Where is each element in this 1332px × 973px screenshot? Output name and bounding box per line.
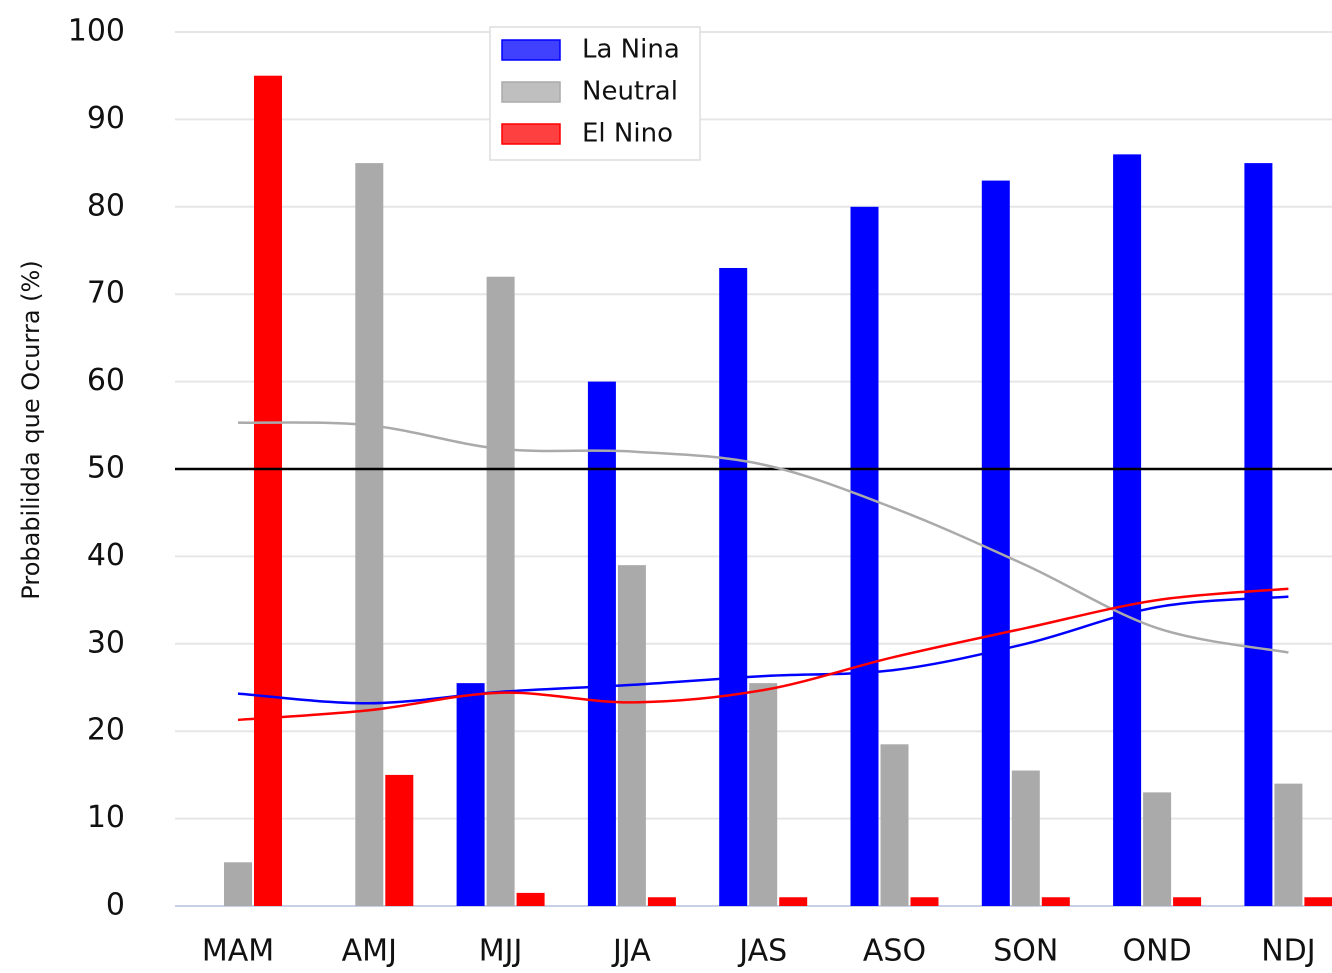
trend-line: [237, 587, 1289, 722]
x-tick-label: OND: [1123, 934, 1192, 969]
trend-line: [237, 595, 1289, 705]
bar: [910, 897, 939, 906]
legend-label: La Nina: [582, 35, 680, 65]
y-tick-label: 50: [87, 451, 125, 486]
y-tick-label: 30: [87, 625, 125, 660]
legend-label: El Nino: [582, 119, 673, 149]
bar: [779, 897, 808, 906]
x-tick-label: MAM: [202, 934, 274, 969]
x-tick-label: JJA: [611, 934, 651, 969]
legend-swatch: [501, 81, 561, 103]
bar: [486, 276, 515, 907]
bar: [981, 180, 1010, 906]
y-tick-label: 70: [87, 276, 125, 311]
y-axis-title: Probabilidda que Ocurra (%): [17, 260, 45, 599]
bar: [1143, 792, 1172, 906]
legend-swatch: [501, 123, 561, 145]
x-tick-label: MJJ: [479, 934, 523, 969]
bar: [617, 565, 646, 906]
bar: [1113, 154, 1142, 907]
bar: [516, 892, 545, 906]
bar: [224, 862, 252, 906]
bar: [1173, 897, 1202, 906]
legend: La Nina Neutral El Nino: [489, 26, 701, 161]
x-tick-label: NDJ: [1261, 934, 1315, 969]
y-tick-label: 100: [68, 14, 125, 49]
bar: [719, 267, 748, 907]
bar: [1244, 163, 1273, 907]
x-tick-label: AMJ: [342, 934, 397, 969]
x-tick-label: JAS: [737, 934, 787, 969]
y-tick-label: 20: [87, 713, 125, 748]
y-tick-label: 80: [87, 188, 125, 223]
x-tick-label: ASO: [863, 934, 926, 969]
bar: [749, 683, 778, 906]
bar: [1011, 770, 1040, 906]
bar: [880, 744, 909, 906]
y-tick-label: 10: [87, 800, 125, 835]
bar: [647, 897, 676, 906]
bar: [1274, 783, 1303, 906]
x-tick-label: SON: [993, 934, 1058, 969]
y-tick-label: 90: [87, 101, 125, 136]
bar: [385, 774, 414, 906]
legend-swatch: [501, 39, 561, 61]
legend-label: Neutral: [582, 77, 678, 107]
y-tick-label: 60: [87, 363, 125, 398]
bar: [456, 683, 485, 906]
bar: [1041, 897, 1070, 906]
bar: [587, 381, 616, 907]
bar: [850, 206, 879, 907]
y-tick-label: 40: [87, 538, 125, 573]
bar: [1304, 897, 1332, 906]
bar: [254, 75, 282, 906]
y-tick-label: 0: [106, 888, 125, 923]
bar: [355, 163, 384, 907]
trend-line: [237, 421, 1289, 654]
